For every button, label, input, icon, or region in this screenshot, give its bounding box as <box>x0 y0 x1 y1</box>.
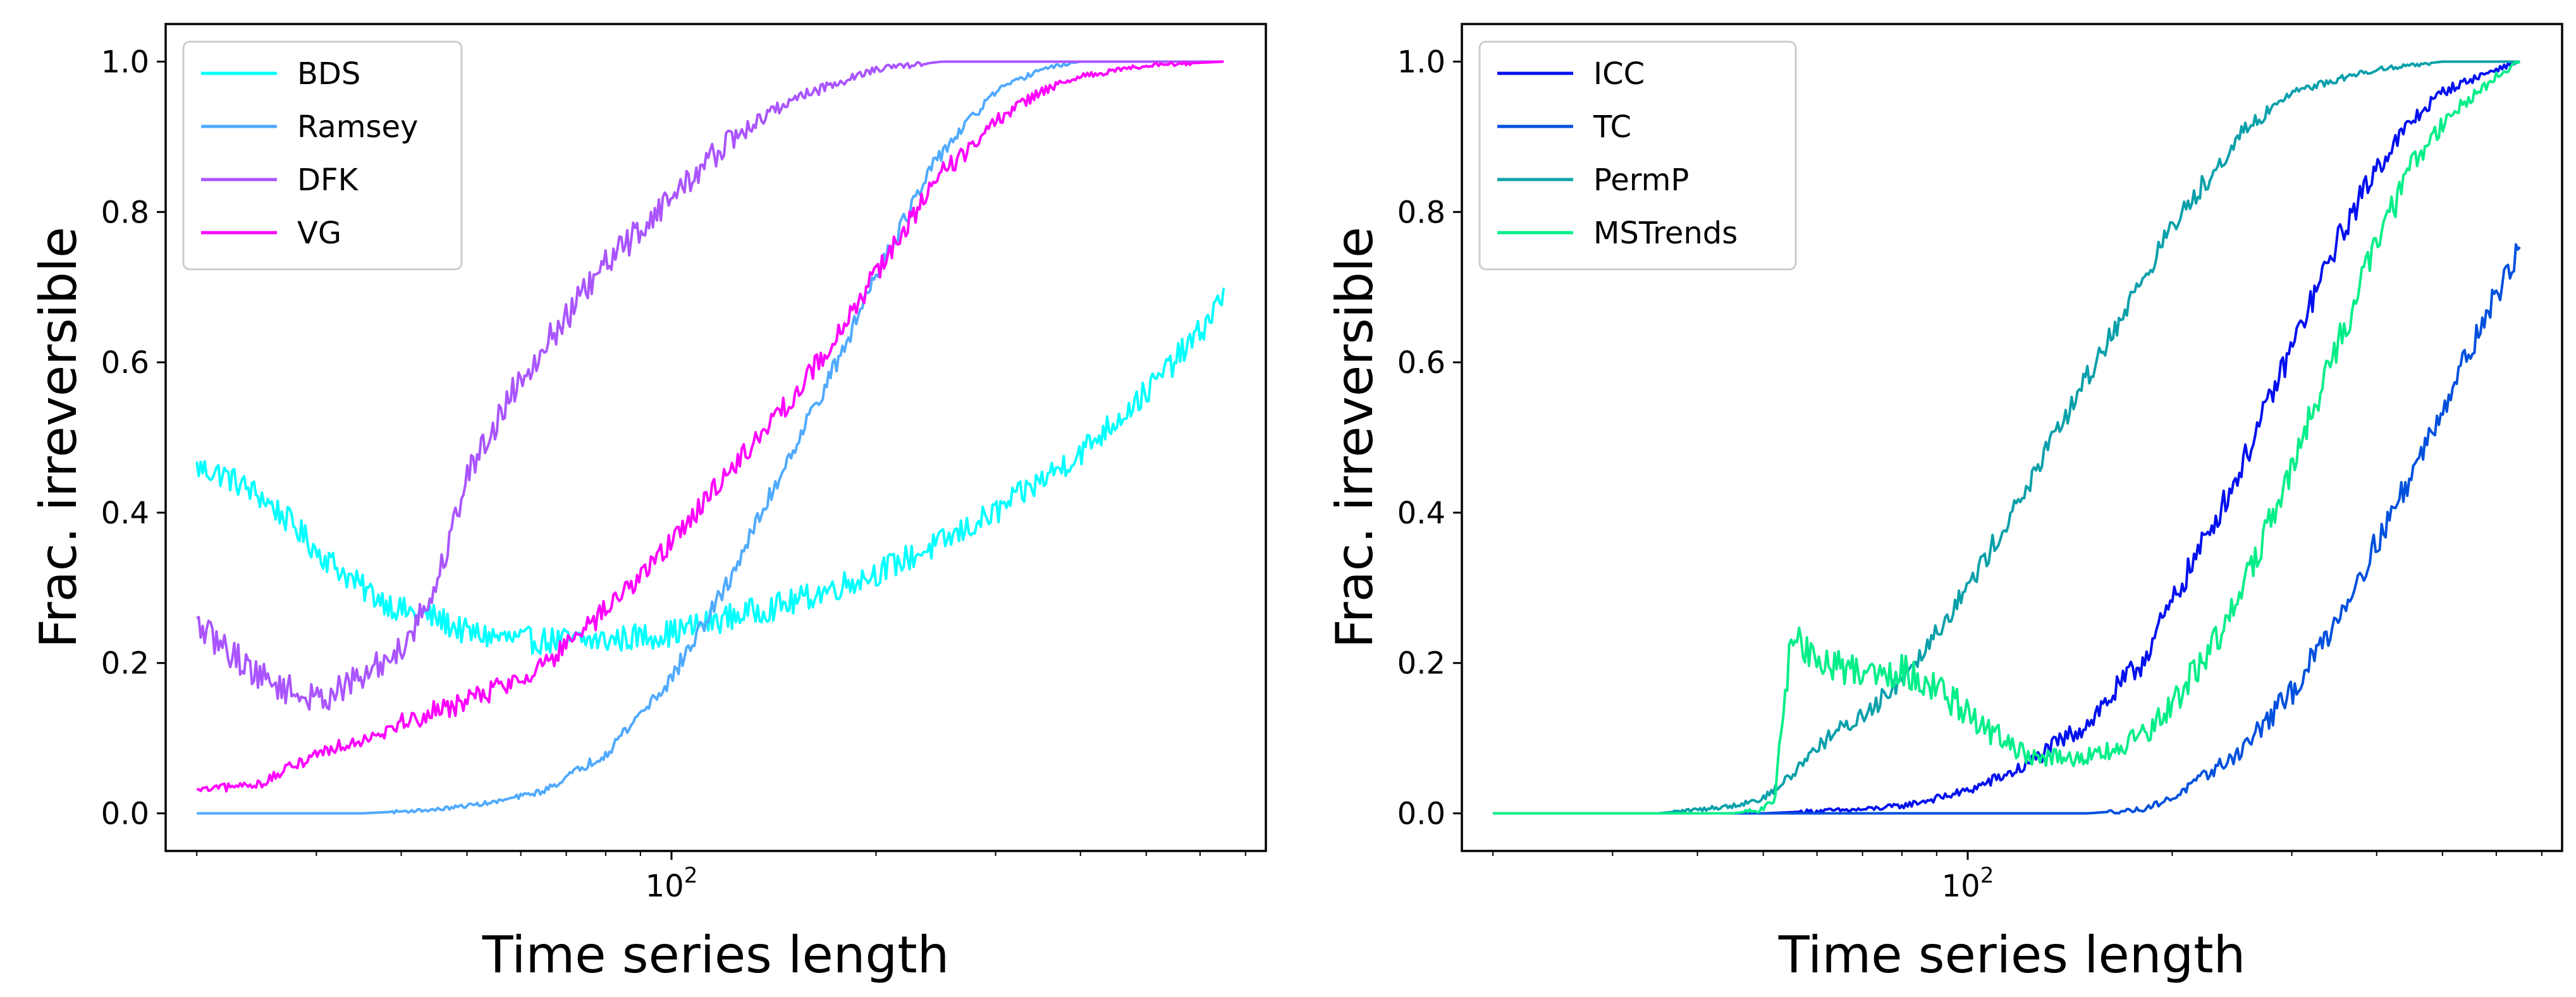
series-line-mstrends <box>1493 60 2521 815</box>
chart-panel-right: 0.0 0.2 0.4 0.6 0.8 1.0 102 Time series length F… <box>1325 23 2563 984</box>
series-line-dfk <box>196 60 1224 711</box>
y-tick-label: 0.4 <box>101 496 149 531</box>
y-tick-label: 0.6 <box>101 345 149 381</box>
x-tick-label-base: 10 <box>646 869 684 904</box>
y-tick-label: 0.6 <box>1397 345 1445 381</box>
legend-label: PermP <box>1593 162 1689 198</box>
x-axis: 102 <box>1492 851 2542 904</box>
legend-box <box>182 40 463 271</box>
chart-panel-left: 0.0 0.2 0.4 0.6 0.8 1.0 102 Time series length F… <box>29 23 1267 984</box>
y-axis: 0.0 0.2 0.4 0.6 0.8 1.0 <box>1397 44 1462 832</box>
y-tick-label: 1.0 <box>101 44 149 80</box>
x-tick-label: 102 <box>646 863 698 904</box>
legend-label: BDS <box>297 56 360 92</box>
y-tick-label: 0.2 <box>101 646 149 682</box>
y-tick-label: 1.0 <box>1397 44 1445 80</box>
legend-label: DFK <box>297 162 359 198</box>
x-tick-label-base: 10 <box>1942 869 1980 904</box>
legend-label: Ramsey <box>297 109 418 145</box>
legend-label: VG <box>297 216 341 251</box>
x-tick-label-exponent: 2 <box>1980 863 1994 888</box>
y-axis-label: Frac. irreversible <box>29 227 88 649</box>
y-axis: 0.0 0.2 0.4 0.6 0.8 1.0 <box>101 44 166 832</box>
plot-area <box>195 60 1225 815</box>
legend-label: ICC <box>1593 56 1645 92</box>
x-tick-label-exponent: 2 <box>684 863 698 888</box>
y-tick-label: 0.0 <box>101 797 149 832</box>
y-tick-label: 0.2 <box>1397 646 1445 682</box>
y-axis-label: Frac. irreversible <box>1325 227 1384 649</box>
y-tick-label: 0.8 <box>101 195 149 230</box>
x-tick-label: 102 <box>1942 863 1994 904</box>
y-tick-label: 0.4 <box>1397 496 1445 531</box>
series-line-vg <box>196 60 1224 793</box>
plot-frame <box>1461 23 2563 852</box>
plot-frame <box>164 23 1267 852</box>
y-tick-label: 0.8 <box>1397 195 1445 230</box>
plot-area <box>1493 60 2521 815</box>
x-axis: 102 <box>196 851 1246 904</box>
legend-box <box>1478 40 1797 271</box>
series-line-bds <box>195 287 1225 656</box>
legend: ICC TC PermP MSTrends <box>1478 40 1797 271</box>
x-axis-label: Time series length <box>1778 926 2246 984</box>
legend-label: TC <box>1593 109 1631 145</box>
legend-label: MSTrends <box>1593 216 1738 251</box>
x-axis-label: Time series length <box>482 926 950 984</box>
series-line-ramsey <box>197 60 1224 815</box>
legend: BDS Ramsey DFK VG <box>182 40 463 271</box>
y-tick-label: 0.0 <box>1397 797 1445 832</box>
